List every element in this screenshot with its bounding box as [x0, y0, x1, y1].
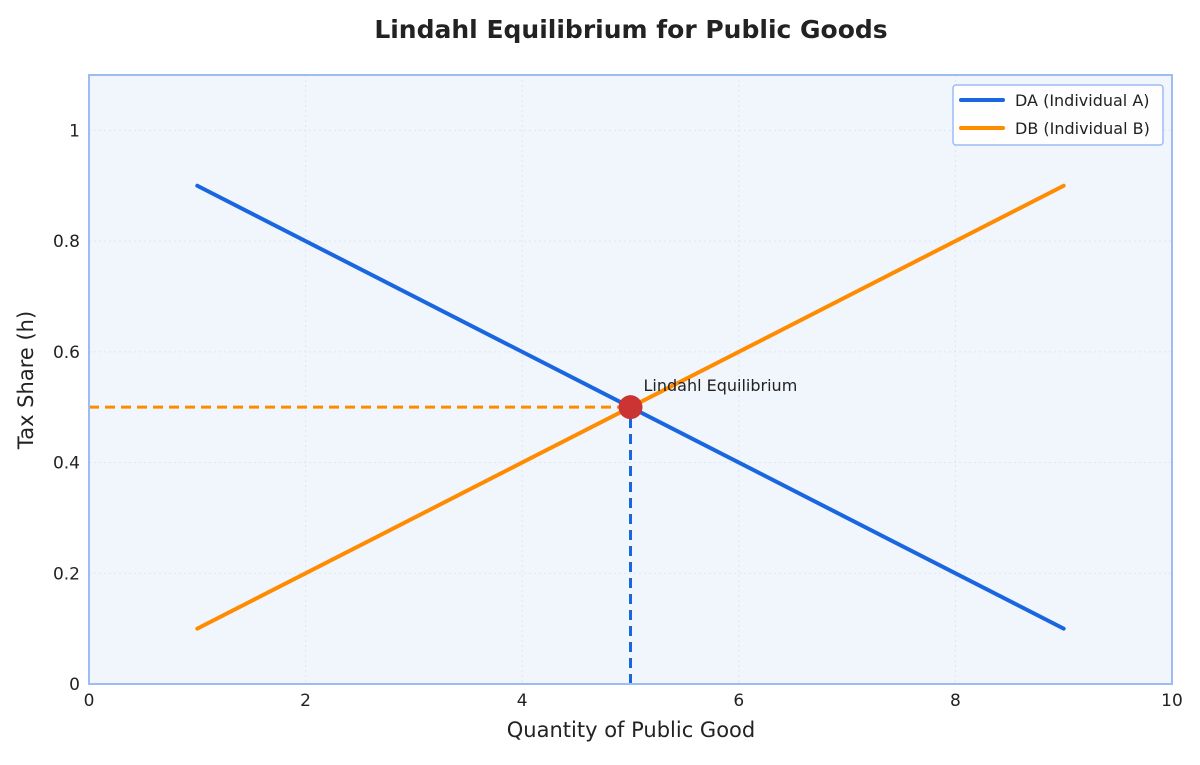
legend-label-da: DA (Individual A) [1015, 91, 1150, 110]
legend-box [952, 84, 1164, 146]
y-tick-label: 1 [69, 121, 80, 141]
y-axis-label: Tax Share (h) [14, 311, 38, 450]
y-tick-label: 0.6 [53, 343, 80, 363]
y-tick-label: 0.4 [53, 454, 80, 474]
x-tick-label: 10 [1161, 691, 1183, 711]
x-axis-label: Quantity of Public Good [507, 718, 755, 742]
equilibrium-label: Lindahl Equilibrium [644, 376, 798, 395]
x-tick-label: 8 [950, 691, 961, 711]
equilibrium-point [618, 395, 643, 420]
x-tick-label: 4 [517, 691, 528, 711]
legend: DA (Individual A) DB (Individual B) [952, 84, 1164, 146]
plot-frame [88, 74, 1173, 685]
y-tick-label: 0 [69, 675, 80, 695]
legend-label-db: DB (Individual B) [1015, 119, 1150, 138]
x-tick-label: 6 [733, 691, 744, 711]
x-tick-labels: 0 2 4 6 8 10 [84, 691, 1183, 711]
y-tick-labels: 0 0.2 0.4 0.6 0.8 1 [53, 121, 80, 695]
chart-title: Lindahl Equilibrium for Public Goods [374, 15, 887, 44]
grid-lines [89, 75, 1172, 684]
x-tick-label: 0 [84, 691, 95, 711]
plot-background [89, 75, 1172, 684]
x-tick-label: 2 [300, 691, 311, 711]
reference-lines [89, 405, 632, 684]
equilibrium-layer: Lindahl Equilibrium [618, 376, 798, 420]
y-tick-label: 0.2 [53, 564, 80, 584]
y-tick-label: 0.8 [53, 232, 80, 252]
